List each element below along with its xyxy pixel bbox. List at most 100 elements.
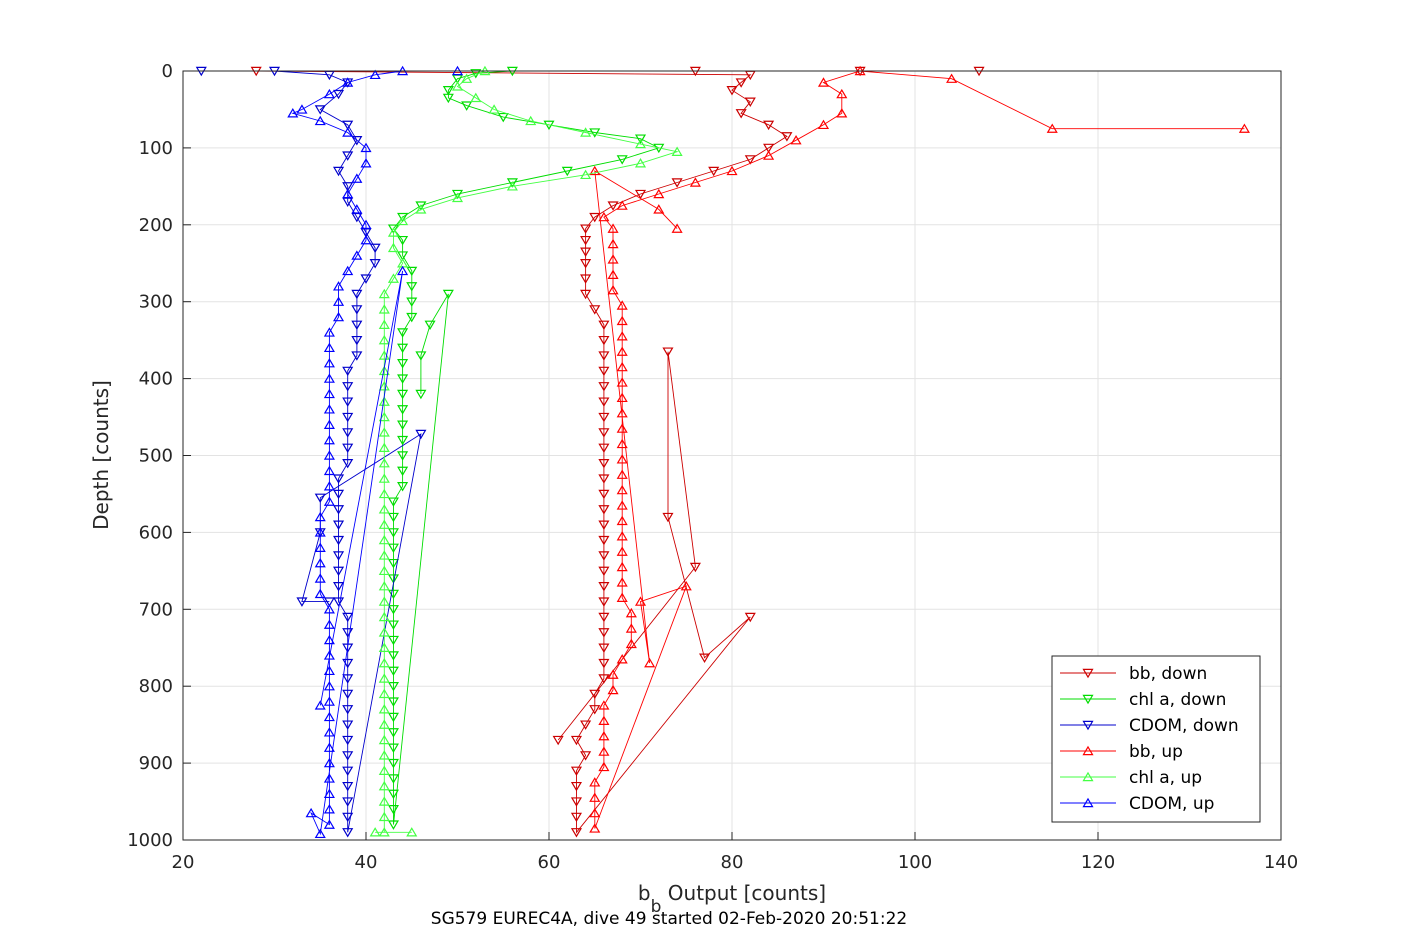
- data-point: [351, 204, 363, 214]
- y-axis-label: Depth [counts]: [89, 380, 113, 530]
- data-point: [387, 820, 399, 830]
- data-point: [360, 234, 372, 245]
- data-point: [616, 469, 628, 479]
- data-point: [616, 423, 628, 433]
- data-point: [387, 558, 399, 569]
- data-point: [314, 115, 326, 126]
- data-point: [323, 88, 335, 99]
- data-point: [744, 97, 756, 107]
- data-point: [351, 305, 363, 315]
- data-point: [378, 365, 390, 376]
- data-point: [387, 605, 399, 615]
- data-point: [342, 188, 354, 199]
- data-point: [598, 658, 610, 669]
- data-point: [625, 623, 637, 633]
- data-point: [378, 565, 390, 576]
- data-point: [616, 561, 628, 572]
- series-1: [387, 66, 665, 830]
- data-point: [598, 489, 610, 500]
- data-point: [323, 788, 335, 799]
- data-point: [726, 86, 738, 96]
- x-axis: 20 40 60 80 100 120 140: [172, 832, 1298, 873]
- data-point: [1046, 123, 1058, 133]
- data-point: [671, 178, 683, 188]
- data-point: [616, 438, 628, 449]
- data-point: [397, 359, 409, 369]
- data-point: [342, 689, 354, 700]
- x-tick-label: 60: [538, 852, 561, 873]
- data-point: [406, 312, 418, 323]
- data-point: [397, 212, 409, 223]
- y-tick-label: 700: [139, 599, 173, 620]
- data-point: [387, 774, 399, 784]
- data-point: [744, 155, 756, 165]
- data-point: [378, 304, 390, 314]
- data-point: [589, 212, 601, 223]
- data-point: [351, 173, 363, 183]
- data-point: [387, 651, 399, 661]
- data-point: [323, 711, 335, 722]
- data-point: [598, 320, 610, 331]
- x-tick-label: 20: [172, 852, 195, 873]
- data-point: [323, 619, 335, 629]
- data-point: [598, 612, 610, 623]
- data-point: [387, 574, 399, 584]
- data-point: [598, 351, 610, 361]
- data-point: [387, 543, 399, 554]
- legend-box: [1051, 655, 1261, 823]
- data-point: [342, 265, 354, 276]
- data-point: [598, 746, 610, 756]
- data-point: [378, 642, 390, 652]
- data-point: [314, 573, 326, 583]
- data-point: [323, 604, 335, 614]
- data-point: [369, 69, 381, 80]
- x-axis-label-main: b: [638, 881, 651, 905]
- legend-label: CDOM, up: [1129, 794, 1214, 814]
- data-point: [598, 382, 610, 392]
- data-point: [296, 597, 308, 607]
- data-point: [387, 242, 399, 253]
- data-point: [387, 635, 399, 646]
- x-tick-label: 40: [355, 852, 378, 873]
- data-point: [323, 819, 335, 829]
- data-point: [287, 108, 299, 118]
- data-point: [378, 673, 390, 683]
- data-point: [369, 259, 381, 269]
- data-point: [378, 457, 390, 468]
- data-point: [406, 297, 418, 307]
- y-tick-label: 1000: [127, 830, 173, 851]
- series-line: [201, 70, 422, 833]
- data-point: [653, 188, 665, 199]
- data-point: [598, 397, 610, 407]
- data-point: [589, 807, 601, 818]
- data-point: [342, 612, 354, 623]
- legend-item: chl a, up: [1060, 768, 1202, 788]
- legend-label: chl a, down: [1129, 690, 1226, 710]
- data-point: [378, 319, 390, 329]
- data-point: [598, 730, 610, 741]
- data-point: [598, 535, 610, 546]
- legend-item: bb, up: [1060, 742, 1183, 762]
- data-point: [378, 657, 390, 668]
- data-point: [397, 328, 409, 338]
- legend-label: bb, down: [1129, 664, 1207, 684]
- series-3: [589, 65, 1250, 833]
- data-point: [598, 335, 610, 346]
- data-point: [323, 465, 335, 476]
- data-point: [342, 812, 354, 823]
- data-point: [314, 557, 326, 568]
- data-point: [598, 366, 610, 377]
- data-point: [598, 674, 610, 684]
- data-point: [598, 643, 610, 653]
- data-point: [397, 251, 409, 261]
- data-point: [387, 805, 399, 815]
- data-point: [397, 215, 409, 226]
- data-point: [625, 607, 637, 618]
- data-point: [607, 254, 619, 264]
- data-point: [351, 289, 363, 300]
- data-point: [625, 638, 637, 649]
- data-point: [342, 705, 354, 715]
- data-point: [744, 612, 756, 623]
- data-point: [616, 546, 628, 556]
- data-point: [378, 396, 390, 406]
